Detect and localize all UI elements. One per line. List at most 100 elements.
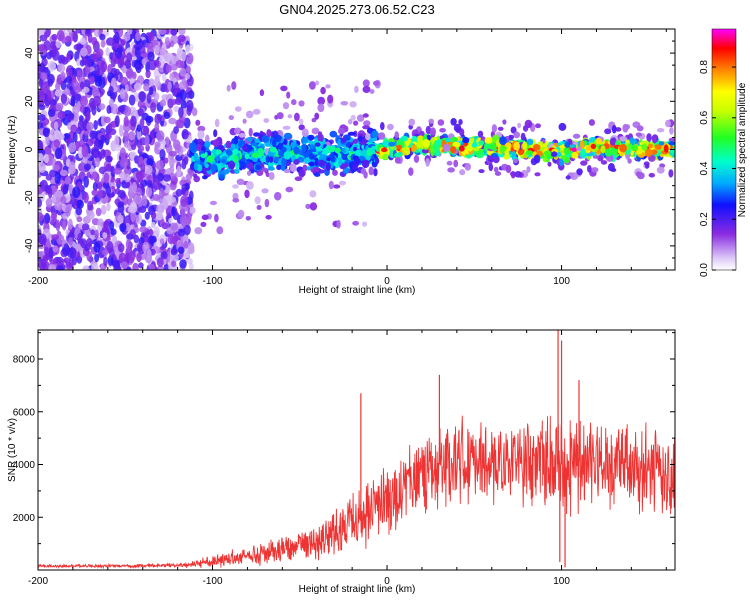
spectrogram-cell [66,68,73,78]
spectrogram-cell [102,249,109,256]
spectrogram-cell [126,52,133,63]
spectrogram-cell [280,85,288,92]
spectrogram-cell [91,189,99,196]
spectrogram-cell [185,44,191,55]
spectrogram-cell [179,215,189,226]
spectrogram-cell [70,247,77,258]
spectrogram-cell [181,78,187,86]
spectrogram-cell [576,168,583,176]
spectrogram-cell [656,128,665,133]
spectrogram-cell [52,164,61,171]
spectrogram-cell [179,60,185,69]
spectrogram-cell [70,99,76,107]
spectrogram-cell [160,251,168,260]
spectrogram-cell [226,84,231,92]
spectrogram-cell [510,171,516,179]
spectrogram-cell [56,133,65,141]
spectrogram-cell [668,141,675,146]
spectrogram-cell [68,112,75,119]
spectrogram-cell [137,100,146,109]
spectrogram-cell [450,136,458,143]
spectrogram-cell [362,79,370,88]
x-tick-label: -100 [203,276,223,287]
spectrogram-cell [344,125,349,132]
spectrogram-cell [129,229,136,240]
spectrogram-cell [274,191,282,201]
spectrogram-cell [648,172,655,178]
y-tick-label: -20 [24,190,35,205]
spectrogram-cell [665,119,671,128]
spectrogram-cell [56,265,64,270]
spectrogram-cell [178,106,184,118]
spectrogram-cell [47,78,54,87]
spectrogram-cell [533,154,541,164]
spectrogram-cell [39,62,45,72]
y-tick-label: 20 [24,95,35,107]
spectrogram-cell [358,135,363,142]
spectrogram-cell [478,169,485,174]
spectrogram-cell [38,212,44,222]
spectrogram-cell [259,89,265,97]
colorbar-gradient [711,28,737,271]
spectrogram-cell [493,166,499,173]
spectrogram-cell [447,167,455,173]
spectrogram-cell [283,168,291,174]
spectrogram-cell [145,42,154,49]
spectrogram-cell [38,233,47,246]
spectrogram-cell [94,229,99,240]
spectrogram-cell [334,147,341,154]
spectrogram-cell [274,156,279,163]
spectrogram-cell [358,155,366,161]
spectrogram-cell [153,226,160,237]
spectrogram-cell [317,159,326,167]
spectrogram-cell [205,134,210,144]
spectrogram-cell [123,116,129,127]
spectrogram-cell [159,99,167,107]
spectrogram-cell [80,37,86,45]
spectrogram-cell [144,135,150,147]
spectrogram-cell [183,224,191,236]
spectrogram-y-axis: -40 -20 0 20 40 [24,40,675,259]
spectrogram-cell [155,160,164,170]
spectrogram-cell [103,172,110,184]
spectrogram-cell [43,40,51,51]
spectrogram-cell [72,186,81,199]
spectrogram-cell [140,162,146,174]
spectrogram-cell [425,125,432,135]
spectrogram-cell [163,52,172,63]
spectrogram-cell [177,228,186,237]
spectrogram-cell [303,135,309,144]
spectrogram-cell [351,164,358,171]
spectrogram-cell [458,119,463,125]
spectrogram-cell [118,105,126,113]
spectrogram-cell [78,162,87,172]
spectrogram-cell [128,130,136,141]
spectrogram-cell [170,253,179,263]
spectrogram-cell [123,130,130,142]
spectrogram-cell [377,132,386,140]
spectrogram-cell [55,219,61,232]
spectrogram-cell [138,145,145,153]
spectrogram-cell [148,78,155,87]
spectrogram-cell [184,182,190,191]
spectrogram-cell [164,36,170,46]
spectrogram-cell [590,167,599,173]
spectrogram-cell [317,133,324,143]
spectrogram-cell [559,158,564,167]
spectrogram-cell [202,175,208,180]
spectrogram-cell [195,119,201,126]
spectrogram-cell [143,83,150,92]
spectrogram-cell [330,155,336,163]
spectrogram-cell [139,118,145,128]
spectrogram-cell [246,181,254,190]
spectrogram-cell [201,214,209,221]
spectrogram-cell [194,227,203,235]
spectrogram-cell [50,212,58,220]
spectrogram-cell [79,95,88,107]
spectrogram-cell [219,173,225,180]
spectrogram-cell [572,133,581,139]
spectrogram-cell [607,163,615,172]
spectrogram-cell [252,108,261,115]
spectrogram-cell [87,32,93,44]
spectrogram-cell [362,113,369,118]
